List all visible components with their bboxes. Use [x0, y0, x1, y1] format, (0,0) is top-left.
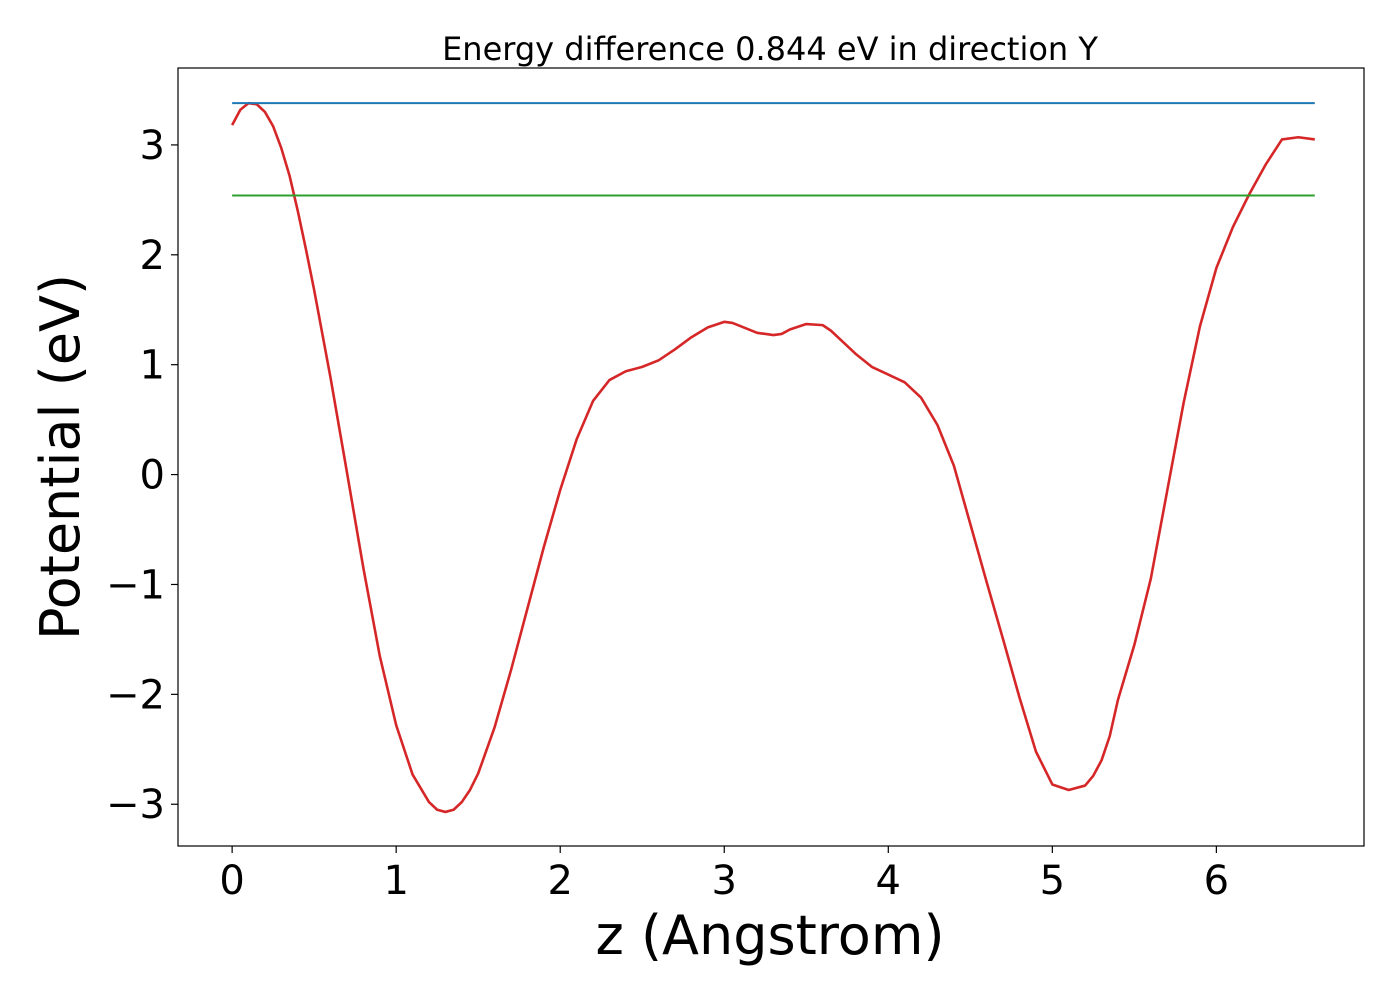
plot-frame	[177, 67, 1365, 847]
series-layer	[230, 101, 1315, 814]
x-tick-label-0: 0	[219, 858, 244, 904]
x-tick-label-5: 5	[1040, 858, 1065, 904]
y-tick-label-4: 1	[140, 343, 165, 389]
y-tick-label-2: −1	[106, 562, 165, 608]
y-tick-label-3: 0	[140, 453, 165, 499]
x-tick-label-4: 4	[876, 858, 901, 904]
y-axis: −3 −2 −1 0 1 2 3	[106, 123, 178, 828]
x-tick-label-1: 1	[383, 858, 408, 904]
y-tick-label-5: 2	[140, 233, 165, 279]
plot-area	[177, 67, 1365, 847]
x-tick-label-2: 2	[547, 858, 572, 904]
series-line-0	[230, 101, 1315, 814]
x-tick-label-3: 3	[712, 858, 737, 904]
y-axis-label: Potential (eV)	[29, 274, 92, 640]
x-tick-label-6: 6	[1204, 858, 1229, 904]
x-axis-label: z (Angstrom)	[595, 904, 944, 967]
chart-title: Energy difference 0.844 eV in direction …	[442, 30, 1098, 68]
y-tick-label-0: −3	[106, 782, 165, 828]
y-tick-label-6: 3	[140, 123, 165, 169]
y-tick-label-1: −2	[106, 672, 165, 718]
x-axis: 0 1 2 3 4 5 6	[219, 846, 1229, 904]
